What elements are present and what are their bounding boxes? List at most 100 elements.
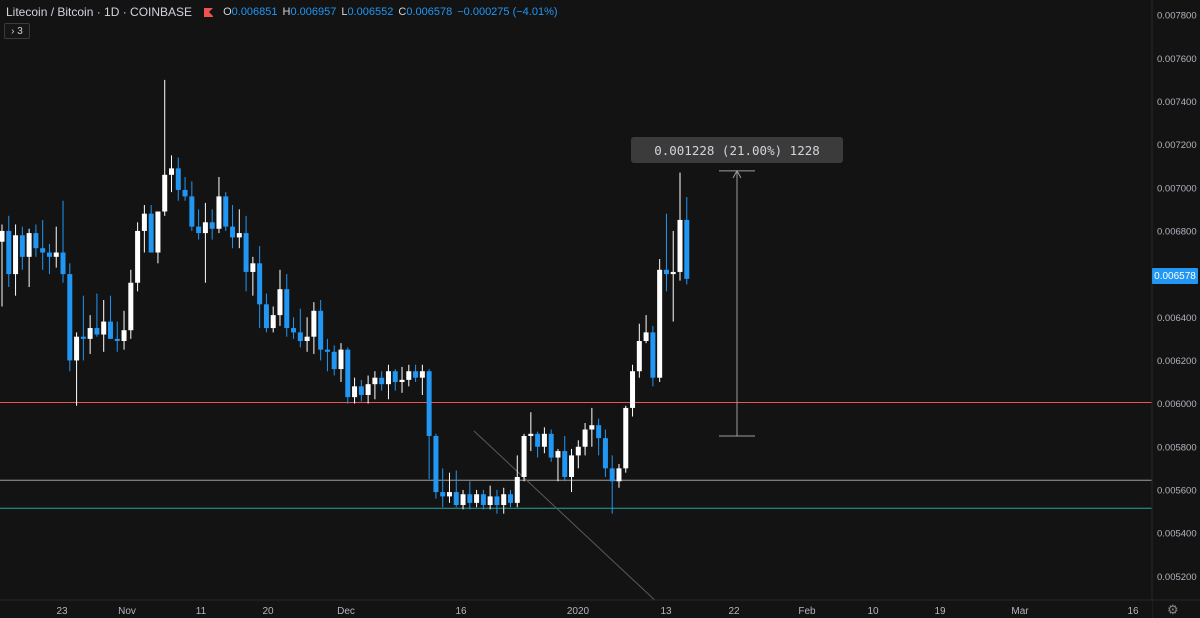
candle[interactable] bbox=[514, 455, 520, 508]
candle[interactable] bbox=[487, 485, 493, 510]
candle[interactable] bbox=[141, 205, 147, 253]
candle[interactable] bbox=[60, 200, 66, 283]
candle[interactable] bbox=[202, 202, 208, 283]
candle[interactable] bbox=[480, 489, 486, 510]
candle[interactable] bbox=[324, 338, 330, 372]
candle[interactable] bbox=[46, 243, 52, 275]
candle[interactable] bbox=[541, 427, 547, 454]
candle[interactable] bbox=[453, 470, 459, 508]
candle[interactable] bbox=[40, 220, 46, 270]
candle[interactable] bbox=[643, 315, 649, 344]
candle[interactable] bbox=[26, 228, 32, 288]
candle[interactable] bbox=[684, 197, 690, 285]
candle[interactable] bbox=[419, 364, 425, 395]
candle[interactable] bbox=[508, 489, 513, 508]
candle[interactable] bbox=[501, 487, 507, 514]
candle[interactable] bbox=[657, 258, 663, 383]
candle[interactable] bbox=[182, 176, 188, 201]
candle[interactable] bbox=[209, 209, 215, 240]
candle[interactable] bbox=[616, 464, 622, 488]
candle[interactable] bbox=[535, 431, 541, 458]
candle[interactable] bbox=[223, 192, 229, 231]
candle[interactable] bbox=[630, 364, 636, 417]
candle[interactable] bbox=[555, 448, 561, 482]
candle[interactable] bbox=[155, 211, 161, 264]
candle[interactable] bbox=[494, 489, 500, 514]
candle[interactable] bbox=[284, 274, 290, 337]
candle[interactable] bbox=[399, 366, 405, 393]
candle[interactable] bbox=[358, 379, 364, 402]
candle[interactable] bbox=[0, 224, 5, 307]
trend-line[interactable] bbox=[473, 430, 661, 606]
candle[interactable] bbox=[6, 215, 12, 288]
candle[interactable] bbox=[589, 407, 595, 447]
candle[interactable] bbox=[128, 269, 134, 339]
candle[interactable] bbox=[636, 323, 642, 378]
candle[interactable] bbox=[569, 448, 575, 493]
symbol-title[interactable]: Litecoin / Bitcoin · 1D · COINBASE bbox=[6, 5, 193, 19]
candle[interactable] bbox=[663, 213, 669, 292]
candle[interactable] bbox=[318, 300, 324, 361]
candle[interactable] bbox=[413, 364, 419, 383]
candle[interactable] bbox=[474, 489, 480, 508]
candle[interactable] bbox=[609, 455, 615, 514]
gear-icon[interactable]: ⚙ bbox=[1167, 602, 1179, 617]
candle[interactable] bbox=[297, 308, 303, 348]
candle[interactable] bbox=[169, 155, 174, 193]
candle[interactable] bbox=[575, 440, 581, 469]
candle[interactable] bbox=[135, 222, 141, 292]
candle[interactable] bbox=[189, 181, 195, 231]
candle[interactable] bbox=[521, 433, 527, 482]
candle[interactable] bbox=[392, 369, 398, 391]
candle[interactable] bbox=[596, 418, 602, 456]
candle[interactable] bbox=[53, 226, 59, 268]
candle[interactable] bbox=[33, 224, 39, 257]
candle[interactable] bbox=[74, 332, 80, 406]
candle[interactable] bbox=[162, 79, 168, 216]
candle[interactable] bbox=[196, 209, 202, 240]
candle[interactable] bbox=[304, 317, 310, 352]
candle[interactable] bbox=[440, 468, 446, 508]
candle[interactable] bbox=[548, 429, 554, 462]
candle[interactable] bbox=[175, 157, 181, 201]
candle[interactable] bbox=[230, 205, 236, 249]
candle[interactable] bbox=[379, 371, 385, 391]
candle[interactable] bbox=[107, 295, 113, 339]
candle[interactable] bbox=[270, 306, 276, 333]
candle[interactable] bbox=[406, 364, 412, 387]
candle[interactable] bbox=[216, 176, 222, 234]
candle[interactable] bbox=[243, 215, 249, 292]
candle[interactable] bbox=[528, 412, 534, 452]
candle[interactable] bbox=[345, 347, 351, 404]
candle[interactable] bbox=[94, 293, 100, 337]
candle[interactable] bbox=[67, 263, 73, 372]
indicators-collapse-button[interactable]: › 3 bbox=[4, 23, 30, 39]
candle[interactable] bbox=[13, 224, 19, 296]
candle[interactable] bbox=[250, 256, 256, 296]
candle[interactable] bbox=[87, 315, 93, 354]
candle[interactable] bbox=[236, 209, 242, 249]
candle[interactable] bbox=[114, 321, 120, 352]
candle[interactable] bbox=[257, 246, 263, 329]
candle[interactable] bbox=[670, 230, 676, 322]
candle[interactable] bbox=[385, 364, 391, 400]
candle[interactable] bbox=[148, 205, 154, 253]
candle[interactable] bbox=[311, 302, 317, 354]
candle[interactable] bbox=[19, 226, 25, 270]
candle[interactable] bbox=[101, 300, 107, 352]
candle[interactable] bbox=[291, 317, 297, 339]
candle[interactable] bbox=[277, 269, 283, 326]
candle[interactable] bbox=[467, 481, 473, 510]
candle[interactable] bbox=[372, 371, 378, 400]
candle[interactable] bbox=[562, 435, 568, 482]
candle[interactable] bbox=[263, 293, 269, 333]
flag-icon[interactable] bbox=[204, 7, 214, 17]
candle[interactable] bbox=[331, 345, 337, 376]
candle[interactable] bbox=[582, 423, 588, 456]
candle[interactable] bbox=[338, 343, 344, 383]
candle[interactable] bbox=[623, 405, 629, 473]
candle[interactable] bbox=[446, 472, 452, 503]
candle[interactable] bbox=[602, 429, 608, 477]
candle[interactable] bbox=[80, 295, 86, 361]
candle[interactable] bbox=[426, 369, 432, 480]
